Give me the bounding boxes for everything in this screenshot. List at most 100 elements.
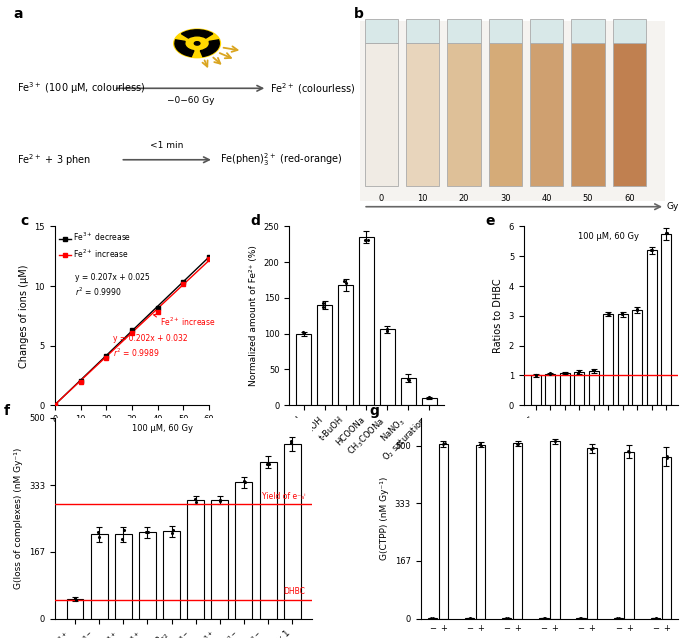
Bar	[560, 373, 570, 405]
Text: e: e	[485, 214, 495, 228]
Bar	[539, 618, 549, 619]
Text: Gy: Gy	[667, 202, 679, 211]
Bar	[643, 50, 646, 186]
Text: −0−60 Gy: −0−60 Gy	[166, 96, 214, 105]
Bar	[560, 50, 563, 186]
Bar	[380, 329, 395, 405]
Bar	[587, 449, 597, 619]
Bar	[576, 618, 586, 619]
Text: y = 0.202x + 0.032: y = 0.202x + 0.032	[114, 334, 188, 343]
Text: a: a	[13, 6, 23, 20]
Circle shape	[190, 40, 203, 47]
Text: Fe$^{2+}$ increase: Fe$^{2+}$ increase	[153, 314, 216, 328]
Y-axis label: Ratios to DHBC: Ratios to DHBC	[493, 279, 503, 353]
Bar	[530, 43, 563, 186]
Bar	[603, 315, 613, 405]
Bar	[406, 43, 440, 186]
Bar	[618, 315, 627, 405]
Bar	[476, 445, 485, 619]
Text: Fe$^{2+}$ (colourless): Fe$^{2+}$ (colourless)	[271, 81, 356, 96]
Bar	[488, 19, 522, 43]
Bar	[365, 19, 398, 43]
Bar	[478, 50, 481, 186]
Bar	[297, 334, 311, 405]
Text: 20: 20	[459, 195, 469, 204]
Bar	[284, 444, 301, 619]
Wedge shape	[182, 30, 213, 38]
Text: f: f	[3, 404, 10, 418]
Text: Fe$^{2+}$ + 3 phen: Fe$^{2+}$ + 3 phen	[17, 152, 91, 168]
Bar	[530, 19, 563, 43]
Bar	[571, 43, 605, 186]
Bar	[662, 457, 671, 619]
Bar	[651, 618, 660, 619]
Bar	[447, 19, 481, 43]
Bar	[338, 285, 353, 405]
Bar	[447, 43, 481, 186]
Text: 10: 10	[418, 195, 428, 204]
Text: c: c	[21, 214, 29, 228]
Text: $r^2$ = 0.9990: $r^2$ = 0.9990	[75, 286, 122, 298]
Text: 0: 0	[379, 195, 384, 204]
Bar	[632, 310, 643, 405]
Text: 30: 30	[500, 195, 510, 204]
Text: b: b	[353, 6, 364, 20]
Bar	[545, 374, 556, 405]
Text: d: d	[251, 214, 260, 228]
Bar	[115, 535, 132, 619]
Bar	[625, 452, 634, 619]
Bar	[614, 618, 623, 619]
Bar	[90, 535, 108, 619]
Bar	[212, 500, 228, 619]
X-axis label: Dose (Gy): Dose (Gy)	[108, 429, 156, 440]
Circle shape	[174, 29, 221, 57]
Bar	[550, 441, 560, 619]
Bar	[187, 500, 204, 619]
Bar	[365, 43, 398, 186]
Bar	[406, 19, 440, 43]
Text: 100 μM, 60 Gy: 100 μM, 60 Gy	[578, 232, 639, 241]
Bar	[139, 533, 155, 619]
Bar	[437, 50, 440, 186]
Bar	[401, 378, 416, 405]
Bar	[571, 19, 605, 43]
Bar	[66, 598, 84, 619]
Text: $r^2$ = 0.9989: $r^2$ = 0.9989	[114, 346, 160, 359]
Wedge shape	[200, 40, 219, 57]
Bar	[647, 250, 657, 405]
Bar	[360, 21, 665, 200]
Bar	[531, 375, 541, 405]
Bar	[612, 19, 646, 43]
Y-axis label: G(CTPP) (nM Gy⁻¹): G(CTPP) (nM Gy⁻¹)	[380, 477, 389, 560]
Bar	[359, 237, 374, 405]
Circle shape	[195, 41, 200, 45]
Bar	[513, 443, 523, 619]
Text: 40: 40	[541, 195, 552, 204]
Text: 60: 60	[624, 195, 634, 204]
Bar	[588, 371, 599, 405]
Legend: Fe$^{3+}$ decrease, Fe$^{2+}$ increase: Fe$^{3+}$ decrease, Fe$^{2+}$ increase	[59, 230, 132, 260]
Text: <1 min: <1 min	[151, 141, 184, 150]
Bar	[519, 50, 522, 186]
Y-axis label: Normalized amount of Fe²⁺ (%): Normalized amount of Fe²⁺ (%)	[249, 246, 258, 386]
Text: Fe$^{3+}$ (100 μM, colourless): Fe$^{3+}$ (100 μM, colourless)	[17, 80, 145, 96]
Bar	[502, 618, 512, 619]
Text: Fe(phen)$_3^{2+}$ (red-orange): Fe(phen)$_3^{2+}$ (red-orange)	[221, 151, 343, 168]
Text: 50: 50	[583, 195, 593, 204]
Bar	[427, 618, 437, 619]
Bar	[612, 43, 646, 186]
Bar	[163, 531, 180, 619]
Text: g: g	[369, 404, 379, 418]
Bar	[422, 398, 436, 405]
Bar	[260, 462, 277, 619]
Y-axis label: Changes of ions (μM): Changes of ions (μM)	[19, 264, 29, 367]
Text: Yield of e⁻ₐⁱ: Yield of e⁻ₐⁱ	[262, 492, 306, 501]
Bar	[488, 43, 522, 186]
Bar	[465, 618, 474, 619]
Y-axis label: G(loss of complexes) (nM Gy⁻¹): G(loss of complexes) (nM Gy⁻¹)	[14, 448, 23, 589]
Bar	[395, 50, 398, 186]
Wedge shape	[175, 40, 194, 57]
Bar	[574, 372, 584, 405]
Text: y = 0.207x + 0.025: y = 0.207x + 0.025	[75, 273, 149, 282]
Text: DHBC: DHBC	[284, 588, 306, 597]
